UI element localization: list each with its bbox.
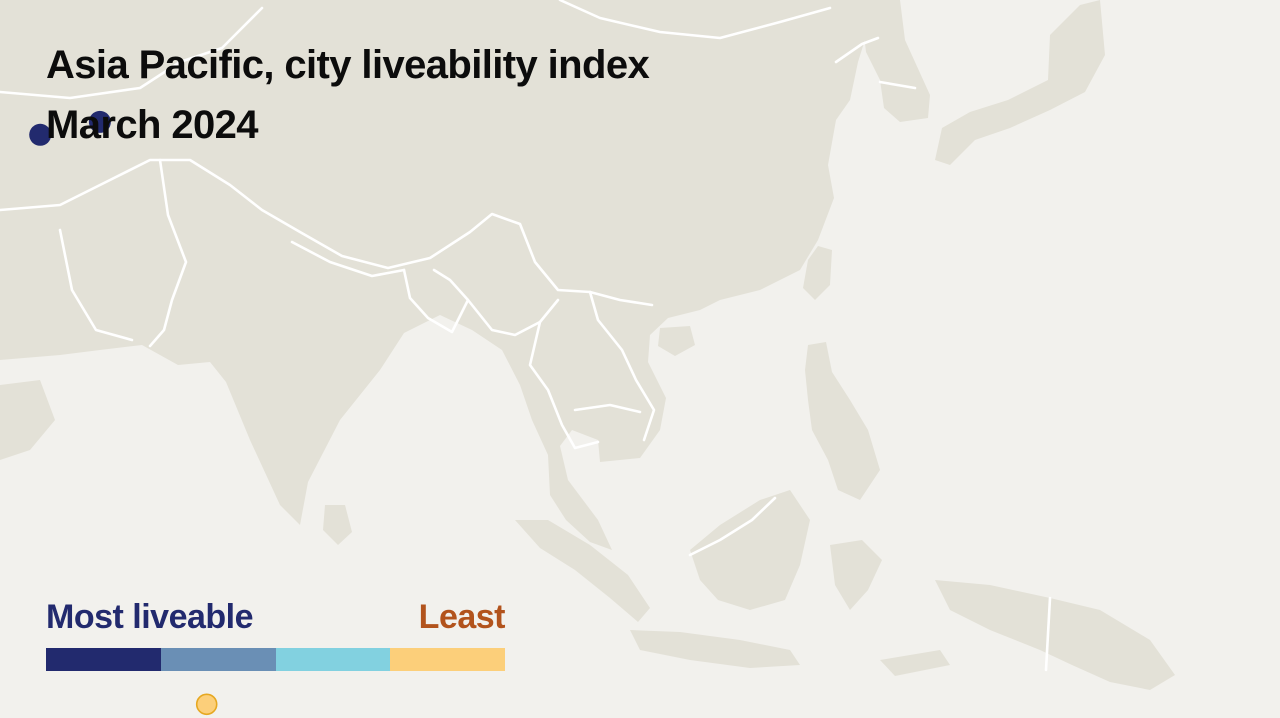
land-japan <box>935 0 1105 165</box>
land-philippines <box>805 342 880 500</box>
land-korea <box>860 0 930 122</box>
border-mongolia <box>558 0 832 40</box>
land-java <box>630 630 800 668</box>
border-bangladesh <box>402 268 470 334</box>
land-sulawesi <box>830 540 882 610</box>
legend-color-scale <box>46 648 505 671</box>
land-mainland-asia <box>0 0 868 550</box>
border-malaysia-brunei <box>688 496 777 557</box>
border-korea-dmz <box>878 80 917 90</box>
land-timor <box>880 650 950 676</box>
border-north-west <box>0 158 654 307</box>
city-marker-47 <box>195 693 218 716</box>
legend-swatch-class-2 <box>160 648 276 671</box>
landmasses <box>0 0 1175 690</box>
land-sri-lanka <box>323 505 352 545</box>
border-papua <box>1044 596 1052 672</box>
border-afghanistan <box>58 228 134 342</box>
border-nepal-south <box>290 240 406 278</box>
border-myanmar <box>466 298 560 337</box>
border-laos-vietnam <box>588 290 656 442</box>
border-central-asia <box>0 6 264 100</box>
border-cambodia <box>573 403 642 414</box>
land-taiwan <box>803 246 832 300</box>
legend-swatch-class-4 <box>390 648 505 671</box>
border-thailand <box>528 320 600 450</box>
land-arabia <box>0 380 55 460</box>
country-borders <box>0 0 1052 672</box>
land-sumatra <box>515 520 650 622</box>
map-title: Asia Pacific, city liveability index <box>46 43 650 87</box>
city-marker-2 <box>88 110 111 133</box>
legend-swatch-class-3 <box>275 648 391 671</box>
land-hainan <box>658 326 695 356</box>
legend-least-label: Least <box>418 598 506 636</box>
land-new-guinea <box>935 580 1175 690</box>
border-pakistan-india <box>148 158 188 348</box>
land-borneo <box>690 490 810 610</box>
city-marker-1 <box>29 123 52 146</box>
city-markers <box>29 110 218 716</box>
legend-most-label: Most liveable <box>46 598 254 636</box>
border-north-korea <box>834 36 880 64</box>
legend-swatch-class-1 <box>46 648 161 671</box>
map-subtitle: March 2024 <box>46 103 259 147</box>
